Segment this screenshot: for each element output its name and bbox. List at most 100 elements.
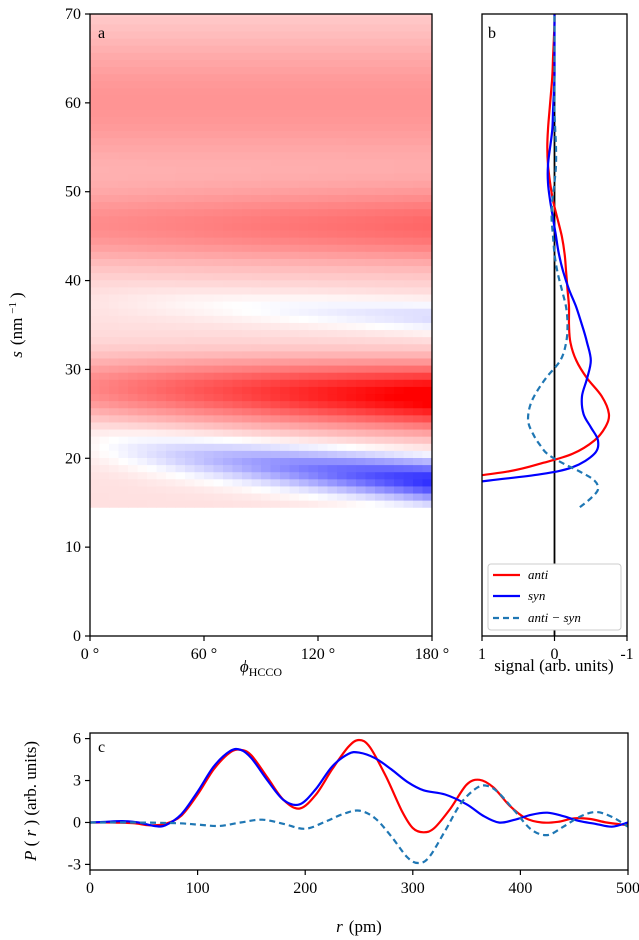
heatmap-cell [223,173,234,181]
heatmap-cell [137,165,148,174]
heatmap-cell [403,265,414,274]
heatmap-cell [109,364,120,373]
heatmap-cell [365,208,376,217]
heatmap-cell [422,265,432,274]
heatmap-cell [213,478,224,487]
heatmap-cell [99,16,110,25]
heatmap-cell [289,222,300,231]
heatmap-cell [413,315,424,323]
heatmap-cell [270,59,281,68]
heatmap-cell [337,187,348,195]
heatmap-cell [223,109,234,117]
heatmap-cell [118,286,129,295]
heatmap-cell [308,80,319,89]
heatmap-cell [327,258,338,267]
heatmap-cell [232,144,243,153]
heatmap-cell [308,151,319,160]
heatmap-cell [394,414,405,423]
heatmap-cell [403,52,414,60]
heatmap-cell [118,37,129,46]
heatmap-cell [128,322,139,331]
heatmap-cell [223,180,234,188]
heatmap-cell [156,151,167,160]
heatmap-cell [185,500,196,508]
heatmap-cell [299,109,310,117]
heatmap-cell [327,265,338,274]
heatmap-cell [403,421,414,430]
heatmap-cell [261,52,272,60]
heatmap-cell [403,393,414,402]
heatmap-cell [308,144,319,153]
heatmap-cell [156,464,167,473]
heatmap-cell [175,293,186,302]
heatmap-cell [185,428,196,437]
heatmap-cell [185,414,196,423]
heatmap-cell [261,464,272,473]
heatmap-cell [109,350,120,359]
heatmap-cell [384,180,395,188]
heatmap-cell [242,457,253,466]
heatmap-cell [90,428,101,437]
heatmap-cell [337,116,348,124]
heatmap-cell [223,244,234,252]
heatmap-cell [346,272,357,281]
heatmap-cell [109,59,120,68]
heatmap-cell [99,158,110,167]
heatmap-cell [337,407,348,416]
heatmap-cell [308,258,319,267]
heatmap-cell [289,485,300,494]
heatmap-cell [90,343,101,352]
heatmap-cell [403,222,414,231]
heatmap-cell [299,492,310,501]
heatmap-cell [204,315,215,323]
heatmap-cell [356,59,367,68]
heatmap-cell [327,279,338,288]
heatmap-cell [251,464,262,473]
heatmap-cell [99,14,110,18]
heatmap-cell [185,237,196,245]
heatmap-cell [99,80,110,89]
heatmap-cell [251,116,262,124]
heatmap-cell [175,436,186,444]
heatmap-cell [185,73,196,82]
heatmap-cell [213,464,224,473]
heatmap-cell [413,208,424,217]
heatmap-cell [308,500,319,508]
heatmap-cell [318,350,329,359]
heatmap-cell [394,151,405,160]
heatmap-cell [337,301,348,309]
heatmap-cell [365,45,376,53]
heatmap-cell [270,94,281,103]
heatmap-cell [270,393,281,402]
heatmap-cell [318,272,329,281]
heatmap-cell [185,37,196,46]
heatmap-cell [365,244,376,252]
heatmap-cell [232,237,243,245]
heatmap-cell [270,222,281,231]
heatmap-cell [175,116,186,124]
heatmap-cell [194,173,205,181]
heatmap-cell [90,158,101,167]
heatmap-cell [251,151,262,160]
heatmap-cell [299,343,310,352]
heatmap-cell [270,130,281,139]
heatmap-cell [337,457,348,466]
heatmap-cell [137,222,148,231]
heatmap-cell [137,87,148,96]
heatmap-cell [327,272,338,281]
heatmap-cell [223,407,234,416]
heatmap-cell [375,350,386,359]
heatmap-cell [299,315,310,323]
heatmap-cell [422,329,432,338]
heatmap-cell [337,379,348,387]
heatmap-cell [185,45,196,53]
heatmap-cell [213,244,224,252]
heatmap-cell [118,151,129,160]
heatmap-cell [251,315,262,323]
heatmap-cell [109,329,120,338]
heatmap-cell [185,265,196,274]
heatmap-cell [346,436,357,444]
heatmap-cell [318,357,329,366]
heatmap-cell [175,357,186,366]
heatmap-cell [413,16,424,25]
